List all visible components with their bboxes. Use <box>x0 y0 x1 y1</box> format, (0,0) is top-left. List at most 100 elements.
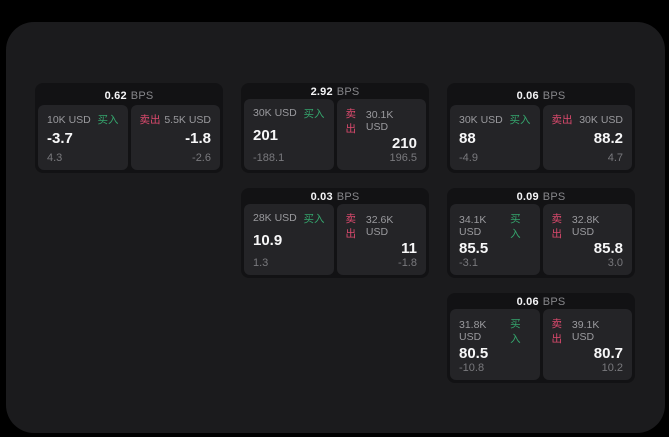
trading-panel: 0.62 BPS 10K USD 买入 -3.7 4.3 卖出 5.5K USD… <box>6 22 665 433</box>
bps-header: 0.06 BPS <box>450 86 632 105</box>
sell-amount: 5.5K USD <box>164 113 211 126</box>
quote-panes: 28K USD 买入 10.9 1.3 卖出 32.6K USD 11 -1.8 <box>244 203 426 275</box>
bps-unit-label: BPS <box>542 191 566 204</box>
sell-price: 210 <box>391 134 417 152</box>
buy-amount: 30K USD <box>253 107 297 119</box>
sell-price: 85.8 <box>593 239 623 257</box>
quote-card: 2.92 BPS 30K USD 买入 201 -188.1 卖出 30.1K … <box>241 83 429 173</box>
buy-price: -3.7 <box>47 130 73 148</box>
bps-unit-label: BPS <box>336 191 360 204</box>
sell-delta: -1.8 <box>398 257 417 269</box>
buy-panel[interactable]: 31.8K USD 买入 80.5 -10.8 <box>450 308 540 380</box>
bps-header: 0.06 BPS <box>450 296 632 309</box>
quote-panes: 10K USD 买入 -3.7 4.3 卖出 5.5K USD -1.8 -2.… <box>38 105 220 170</box>
buy-price: 201 <box>253 127 279 144</box>
quote-panes: 30K USD 买入 88 -4.9 卖出 30K USD 88.2 4.7 <box>450 105 632 170</box>
buy-panel-top: 30K USD 买入 <box>459 112 531 127</box>
sell-amount: 32.6K USD <box>365 213 394 238</box>
sell-amount: 30K USD <box>579 113 623 126</box>
buy-delta: 4.3 <box>47 152 63 164</box>
buy-label: 买入 <box>97 114 119 126</box>
buy-price: 10.9 <box>253 232 283 249</box>
buy-label: 买入 <box>303 212 325 225</box>
quote-card: 0.03 BPS 28K USD 买入 10.9 1.3 卖出 32.6K US… <box>241 188 429 278</box>
buy-panel-top: 10K USD 买入 <box>47 112 119 127</box>
sell-panel[interactable]: 卖出 32.6K USD 11 -1.8 <box>336 203 426 275</box>
quote-card: 0.06 BPS 30K USD 买入 88 -4.9 卖出 30K USD 8… <box>447 83 635 173</box>
sell-panel[interactable]: 卖出 5.5K USD -1.8 -2.6 <box>130 105 220 170</box>
buy-panel[interactable]: 28K USD 买入 10.9 1.3 <box>244 203 334 275</box>
buy-panel[interactable]: 30K USD 买入 201 -188.1 <box>244 98 334 170</box>
bps-unit-label: BPS <box>542 296 566 309</box>
buy-delta: 1.3 <box>253 257 269 269</box>
quote-card: 0.62 BPS 10K USD 买入 -3.7 4.3 卖出 5.5K USD… <box>35 83 223 173</box>
bps-header: 0.03 BPS <box>244 191 426 204</box>
quote-panes: 34.1K USD 买入 85.5 -3.1 卖出 32.8K USD 85.8… <box>450 203 632 275</box>
bps-value: 2.92 <box>310 86 333 99</box>
bps-unit-label: BPS <box>336 86 360 99</box>
buy-delta: -10.8 <box>459 362 485 374</box>
buy-panel-top: 30K USD 买入 <box>253 106 325 121</box>
sell-price: -1.8 <box>185 130 211 148</box>
buy-panel-top: 28K USD 买入 <box>253 211 325 226</box>
buy-label: 买入 <box>303 107 325 120</box>
sell-panel-top: 卖出 32.8K USD <box>552 211 624 241</box>
bps-value: 0.06 <box>516 296 539 309</box>
sell-price: 80.7 <box>593 344 623 362</box>
sell-price: 88.2 <box>593 130 623 148</box>
bps-header: 2.92 BPS <box>244 86 426 99</box>
sell-delta: -2.6 <box>192 152 211 164</box>
sell-label: 卖出 <box>345 107 357 135</box>
buy-panel-top: 34.1K USD 买入 <box>459 211 531 241</box>
buy-amount: 31.8K USD <box>459 318 487 343</box>
bps-header: 0.62 BPS <box>38 86 220 105</box>
buy-label: 买入 <box>510 317 521 345</box>
buy-amount: 10K USD <box>47 113 91 126</box>
sell-panel[interactable]: 卖出 32.8K USD 85.8 3.0 <box>542 203 632 275</box>
buy-amount: 34.1K USD <box>459 213 487 238</box>
buy-price: 80.5 <box>459 344 489 362</box>
buy-delta: -188.1 <box>253 152 285 164</box>
buy-delta: -3.1 <box>459 257 478 269</box>
buy-panel[interactable]: 34.1K USD 买入 85.5 -3.1 <box>450 203 540 275</box>
sell-label: 卖出 <box>345 212 357 240</box>
sell-panel[interactable]: 卖出 30K USD 88.2 4.7 <box>542 105 632 170</box>
sell-label: 卖出 <box>139 114 161 126</box>
bps-value: 0.03 <box>310 191 333 204</box>
sell-amount: 39.1K USD <box>571 318 600 343</box>
sell-amount: 30.1K USD <box>365 108 394 133</box>
bps-unit-label: BPS <box>130 89 154 102</box>
sell-label: 卖出 <box>551 317 563 345</box>
sell-panel[interactable]: 卖出 39.1K USD 80.7 10.2 <box>542 308 632 380</box>
sell-price: 11 <box>401 239 417 257</box>
buy-amount: 30K USD <box>459 113 503 126</box>
buy-amount: 28K USD <box>253 212 297 224</box>
bps-header: 0.09 BPS <box>450 191 632 204</box>
bps-unit-label: BPS <box>542 89 566 102</box>
sell-panel-top: 卖出 5.5K USD <box>140 112 212 127</box>
sell-label: 卖出 <box>551 212 563 240</box>
bps-value: 0.62 <box>104 89 127 102</box>
sell-label: 卖出 <box>551 114 573 126</box>
sell-delta: 4.7 <box>607 152 623 164</box>
buy-panel[interactable]: 30K USD 买入 88 -4.9 <box>450 105 540 170</box>
quote-panes: 31.8K USD 买入 80.5 -10.8 卖出 39.1K USD 80.… <box>450 308 632 380</box>
sell-panel[interactable]: 卖出 30.1K USD 210 196.5 <box>336 98 426 170</box>
card-grid: 0.62 BPS 10K USD 买入 -3.7 4.3 卖出 5.5K USD… <box>35 83 635 383</box>
buy-label: 买入 <box>510 212 521 240</box>
quote-card: 0.09 BPS 34.1K USD 买入 85.5 -3.1 卖出 32.8K… <box>447 188 635 278</box>
quote-card: 0.06 BPS 31.8K USD 买入 80.5 -10.8 卖出 39.1… <box>447 293 635 383</box>
buy-panel-top: 31.8K USD 买入 <box>459 316 531 346</box>
buy-price: 85.5 <box>459 239 489 257</box>
sell-delta: 196.5 <box>389 152 417 164</box>
bps-value: 0.06 <box>516 89 539 102</box>
sell-panel-top: 卖出 39.1K USD <box>552 316 624 346</box>
sell-delta: 10.2 <box>601 362 623 374</box>
bps-value: 0.09 <box>516 191 539 204</box>
sell-delta: 3.0 <box>607 257 623 269</box>
sell-amount: 32.8K USD <box>571 213 600 238</box>
quote-panes: 30K USD 买入 201 -188.1 卖出 30.1K USD 210 1… <box>244 98 426 170</box>
sell-panel-top: 卖出 30K USD <box>552 112 624 127</box>
buy-panel[interactable]: 10K USD 买入 -3.7 4.3 <box>38 105 128 170</box>
